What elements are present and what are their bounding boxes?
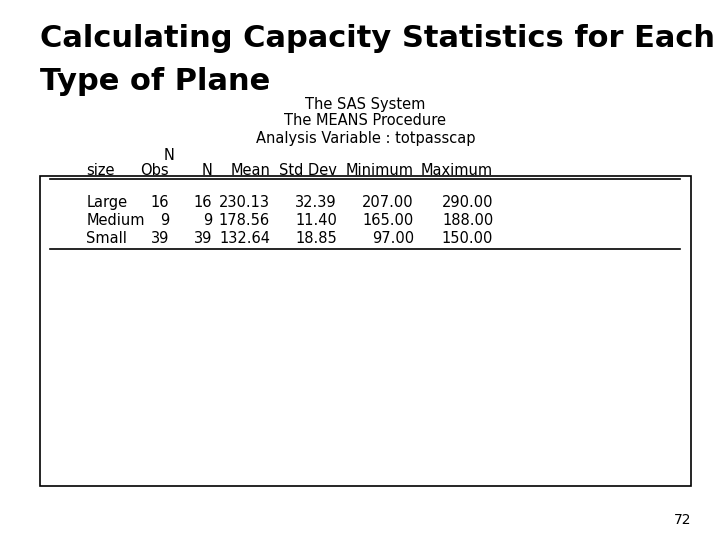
Text: 18.85: 18.85 xyxy=(295,231,337,246)
Text: 39: 39 xyxy=(150,231,169,246)
Text: Obs: Obs xyxy=(140,163,169,178)
Text: Calculating Capacity Statistics for Each: Calculating Capacity Statistics for Each xyxy=(40,24,714,53)
Text: 39: 39 xyxy=(194,231,212,246)
Text: 290.00: 290.00 xyxy=(441,195,493,211)
Text: 16: 16 xyxy=(150,195,169,211)
Text: Small: Small xyxy=(86,231,127,246)
Text: Minimum: Minimum xyxy=(346,163,414,178)
Text: N: N xyxy=(163,148,175,163)
Text: 9: 9 xyxy=(160,213,169,228)
Text: 9: 9 xyxy=(203,213,212,228)
Text: 72: 72 xyxy=(674,512,691,526)
Text: N: N xyxy=(202,163,212,178)
Text: size: size xyxy=(86,163,115,178)
Text: Maximum: Maximum xyxy=(421,163,493,178)
Text: 150.00: 150.00 xyxy=(442,231,493,246)
Text: Analysis Variable : totpasscap: Analysis Variable : totpasscap xyxy=(256,131,475,146)
Text: 11.40: 11.40 xyxy=(295,213,337,228)
Text: 178.56: 178.56 xyxy=(219,213,270,228)
Text: 132.64: 132.64 xyxy=(219,231,270,246)
Text: Type of Plane: Type of Plane xyxy=(40,68,270,97)
Text: 230.13: 230.13 xyxy=(219,195,270,211)
Text: 188.00: 188.00 xyxy=(442,213,493,228)
Text: Medium: Medium xyxy=(86,213,145,228)
Text: 165.00: 165.00 xyxy=(363,213,414,228)
Text: Std Dev: Std Dev xyxy=(279,163,337,178)
Text: Large: Large xyxy=(86,195,127,211)
Text: 16: 16 xyxy=(194,195,212,211)
Text: 97.00: 97.00 xyxy=(372,231,414,246)
Text: 207.00: 207.00 xyxy=(362,195,414,211)
Text: Mean: Mean xyxy=(230,163,270,178)
Text: 32.39: 32.39 xyxy=(295,195,337,211)
Text: The MEANS Procedure: The MEANS Procedure xyxy=(284,113,446,129)
Text: The SAS System: The SAS System xyxy=(305,97,426,112)
